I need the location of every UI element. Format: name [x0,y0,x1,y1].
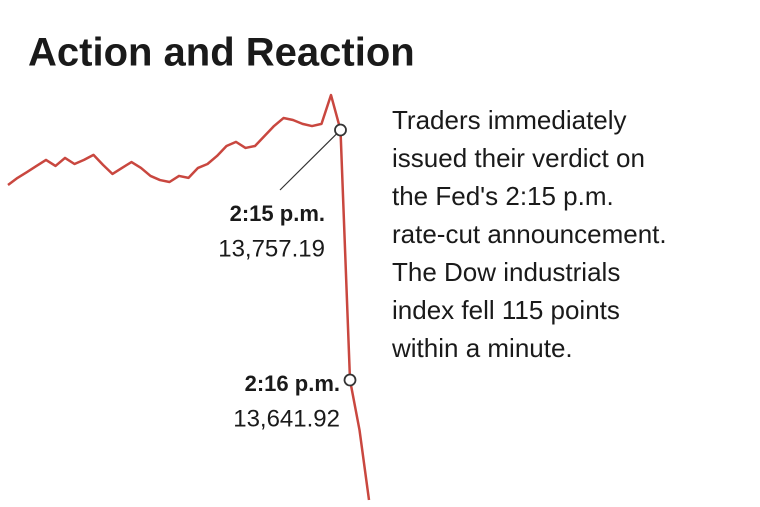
note-line: Traders immediately [392,105,627,135]
point-marker [343,373,357,387]
annotation-value: 13,757.19 [218,235,325,262]
note-line: index fell 115 points [392,295,620,325]
note-line: issued their verdict on [392,143,645,173]
annotation-label: 2:16 p.m. [245,371,340,396]
note-line: rate-cut announcement. [392,219,667,249]
point-marker [334,123,347,137]
chart-title: Action and Reaction [28,31,415,75]
annotation-value: 13,641.92 [233,405,340,432]
note-line: the Fed's 2:15 p.m. [392,181,614,211]
note-line: within a minute. [391,333,573,363]
note-line: The Dow industrials [392,257,620,287]
annotation-label: 2:15 p.m. [230,201,325,226]
line [7,93,371,501]
leader-line [279,133,337,191]
